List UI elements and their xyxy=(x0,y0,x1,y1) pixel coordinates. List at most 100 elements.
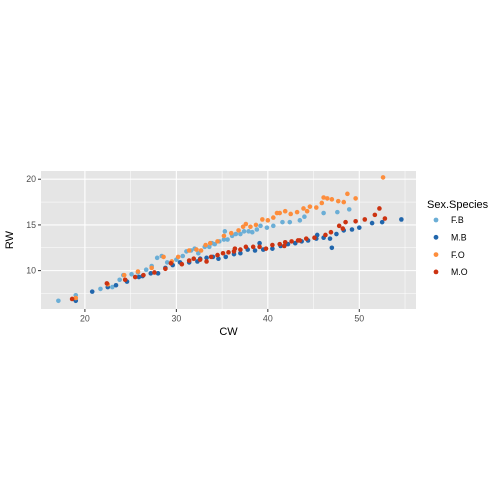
point-m-b xyxy=(270,246,275,251)
point-m-o xyxy=(186,258,192,263)
point-f-o xyxy=(248,224,253,230)
point-m-o xyxy=(163,266,168,272)
y-axis-ticks: 10 15 20 xyxy=(26,174,41,276)
point-f-o xyxy=(294,209,300,215)
y-axis-title: RW xyxy=(4,230,16,249)
x-tick-label: 30 xyxy=(171,314,181,324)
point-m-b xyxy=(356,225,362,230)
legend-key-f-o xyxy=(433,252,439,257)
point-f-o xyxy=(329,197,335,202)
point-m-b xyxy=(148,271,154,276)
point-m-b xyxy=(329,245,335,251)
point-f-o xyxy=(194,247,199,252)
point-m-o xyxy=(168,261,174,266)
point-m-o xyxy=(226,250,231,255)
point-f-o xyxy=(221,233,227,239)
point-m-o xyxy=(152,270,157,275)
point-f-b xyxy=(238,231,243,237)
point-m-o xyxy=(362,217,368,222)
point-m-o xyxy=(179,261,185,267)
point-m-o xyxy=(104,281,110,286)
y-tick-label: 10 xyxy=(26,266,36,276)
point-m-o xyxy=(297,238,303,243)
point-f-o xyxy=(73,295,79,301)
point-f-b xyxy=(225,237,230,242)
point-m-b xyxy=(155,271,161,276)
point-m-o xyxy=(122,277,128,283)
point-f-o xyxy=(215,239,220,244)
point-f-b xyxy=(302,214,307,219)
point-f-o xyxy=(345,191,350,197)
point-f-b xyxy=(246,229,251,234)
point-f-b xyxy=(110,284,115,290)
point-f-o xyxy=(324,196,330,201)
point-m-b xyxy=(334,231,339,237)
point-f-o xyxy=(198,248,204,253)
point-f-o xyxy=(341,199,347,205)
point-m-o xyxy=(323,232,328,238)
point-f-b xyxy=(249,229,255,235)
legend-key-f-b xyxy=(433,217,439,223)
point-m-o xyxy=(343,219,348,225)
point-m-o xyxy=(69,296,75,302)
legend-key-m-o xyxy=(433,269,439,275)
point-f-b xyxy=(335,209,340,215)
point-f-o xyxy=(121,272,127,278)
point-f-b xyxy=(56,298,61,304)
point-f-o xyxy=(314,205,319,210)
legend-key-m-b xyxy=(433,234,439,240)
point-f-o xyxy=(304,208,310,214)
point-f-o xyxy=(274,210,280,216)
legend-label-m-o: M.O xyxy=(451,267,468,277)
point-f-o xyxy=(161,254,166,260)
point-f-o xyxy=(282,208,288,214)
point-m-b xyxy=(216,256,221,262)
point-f-b xyxy=(222,229,228,234)
point-f-o xyxy=(207,240,213,246)
point-m-b xyxy=(379,219,385,225)
point-m-b xyxy=(238,250,243,256)
point-m-o xyxy=(328,229,334,235)
point-f-b xyxy=(271,223,276,229)
point-f-o xyxy=(271,215,276,220)
point-f-o xyxy=(243,221,249,227)
point-m-o xyxy=(372,212,378,218)
point-m-o xyxy=(132,274,138,280)
point-f-b xyxy=(264,225,270,230)
point-f-o xyxy=(186,248,192,253)
point-f-b xyxy=(233,231,239,237)
x-tick-label: 40 xyxy=(263,314,273,324)
x-axis-title: CW xyxy=(219,326,238,338)
point-f-b xyxy=(206,244,212,250)
point-m-b xyxy=(136,274,142,280)
point-m-o xyxy=(270,242,275,248)
point-m-o xyxy=(340,226,346,231)
legend: Sex.Species F.B M.B F.O M.O xyxy=(427,199,489,277)
point-m-o xyxy=(204,259,209,264)
point-m-o xyxy=(312,235,317,241)
point-f-b xyxy=(258,223,263,229)
point-f-o xyxy=(335,198,341,204)
point-m-o xyxy=(303,236,309,241)
point-f-o xyxy=(319,200,325,206)
point-m-o xyxy=(141,272,146,278)
point-f-o xyxy=(288,211,293,217)
point-f-o xyxy=(260,217,265,222)
point-m-o xyxy=(353,218,358,224)
legend-title: Sex.Species xyxy=(427,199,489,211)
point-f-b xyxy=(98,286,103,292)
point-m-o xyxy=(197,257,203,262)
point-f-b xyxy=(143,267,149,273)
point-f-b xyxy=(254,227,260,232)
point-m-o xyxy=(215,252,220,258)
data-points xyxy=(56,175,404,304)
point-m-b xyxy=(204,255,209,261)
point-m-o xyxy=(208,254,214,260)
y-tick-label: 20 xyxy=(26,174,36,184)
point-f-o xyxy=(236,228,241,233)
point-m-o xyxy=(336,223,342,229)
x-axis-ticks: 20 30 40 50 xyxy=(80,309,364,324)
point-m-b xyxy=(223,254,229,260)
point-m-o xyxy=(382,216,388,221)
